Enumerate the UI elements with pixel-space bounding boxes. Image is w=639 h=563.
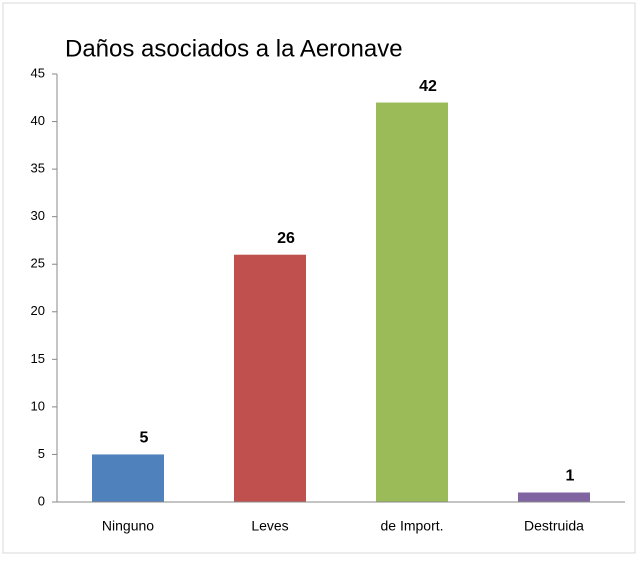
y-tick-label: 45: [31, 65, 45, 80]
data-label: 1: [566, 468, 575, 485]
x-tick-label: Destruida: [524, 518, 584, 534]
bar: [518, 492, 590, 502]
x-tick-label: de Import.: [380, 518, 443, 534]
y-tick-label: 25: [31, 256, 45, 271]
y-tick-label: 5: [38, 446, 45, 461]
y-tick-label: 20: [31, 303, 45, 318]
y-tick-label: 10: [31, 398, 45, 413]
y-tick-label: 35: [31, 161, 45, 176]
bar: [376, 102, 448, 503]
y-tick-label: 30: [31, 208, 45, 223]
chart-title: Daños asociados a la Aeronave: [65, 35, 403, 62]
y-tick-label: 40: [31, 113, 45, 128]
x-tick-label: Leves: [251, 518, 288, 534]
data-label: 5: [140, 430, 149, 447]
data-label: 42: [419, 78, 437, 95]
x-tick-label: Ninguno: [102, 518, 154, 534]
bar: [92, 454, 164, 502]
bar: [234, 254, 306, 502]
data-label: 26: [277, 230, 295, 247]
y-tick-label: 15: [31, 351, 45, 366]
y-tick-label: 0: [38, 493, 45, 508]
